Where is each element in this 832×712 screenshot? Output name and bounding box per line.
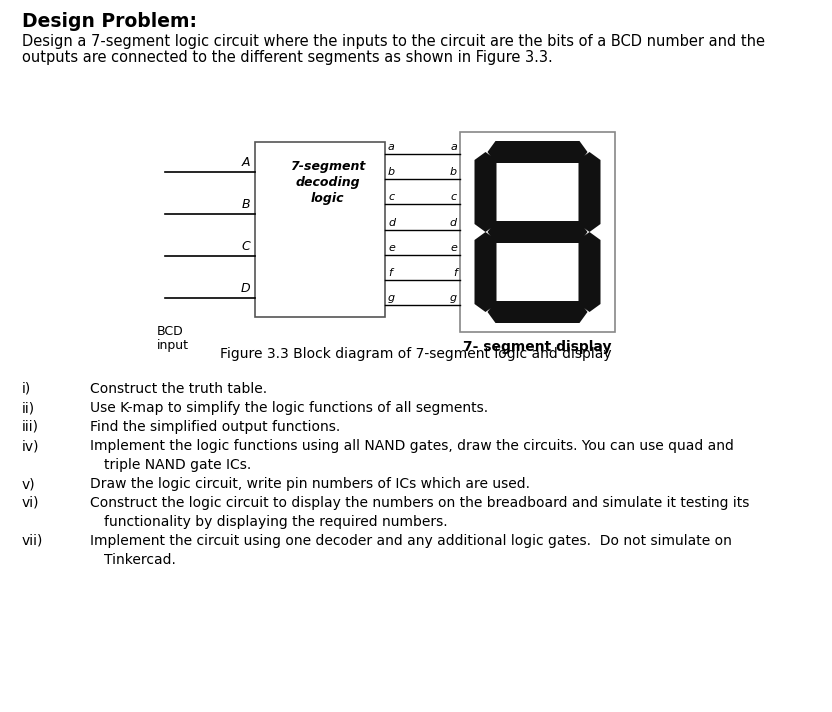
Text: c: c [388,192,394,202]
Text: BCD: BCD [157,325,184,338]
Polygon shape [578,232,601,312]
Text: D: D [240,282,250,295]
Text: functionality by displaying the required numbers.: functionality by displaying the required… [104,515,448,529]
Text: a: a [450,142,457,152]
Polygon shape [488,301,587,323]
Text: Figure 3.3 Block diagram of 7-segment logic and display: Figure 3.3 Block diagram of 7-segment lo… [220,347,612,361]
Polygon shape [488,141,587,163]
Text: g: g [450,293,457,303]
Text: g: g [388,293,395,303]
Text: Implement the circuit using one decoder and any additional logic gates.  Do not : Implement the circuit using one decoder … [90,534,732,548]
Text: triple NAND gate ICs.: triple NAND gate ICs. [104,458,251,472]
Text: Use K-map to simplify the logic functions of all segments.: Use K-map to simplify the logic function… [90,401,488,415]
Text: vii): vii) [22,534,43,548]
Polygon shape [474,232,497,312]
Text: Tinkercad.: Tinkercad. [104,553,176,567]
Text: ii): ii) [22,401,35,415]
Text: Construct the logic circuit to display the numbers on the breadboard and simulat: Construct the logic circuit to display t… [90,496,750,510]
Text: logic: logic [311,192,344,205]
Text: input: input [157,339,189,352]
Text: A: A [241,156,250,169]
Text: iii): iii) [22,420,39,434]
Text: v): v) [22,477,36,491]
Text: Construct the truth table.: Construct the truth table. [90,382,267,396]
Text: i): i) [22,382,32,396]
Text: d: d [450,217,457,228]
Text: C: C [241,240,250,253]
Text: c: c [451,192,457,202]
Text: Find the simplified output functions.: Find the simplified output functions. [90,420,340,434]
Text: Draw the logic circuit, write pin numbers of ICs which are used.: Draw the logic circuit, write pin number… [90,477,530,491]
Text: Design Problem:: Design Problem: [22,12,197,31]
Text: iv): iv) [22,439,39,453]
Bar [255,142,385,317]
Text: Implement the logic functions using all NAND gates, draw the circuits. You can u: Implement the logic functions using all … [90,439,734,453]
Text: f: f [388,268,392,278]
Text: Design a 7-segment logic circuit where the inputs to the circuit are the bits of: Design a 7-segment logic circuit where t… [22,34,765,49]
Text: 7-segment: 7-segment [290,160,365,173]
Text: vi): vi) [22,496,39,510]
Text: 7- segment display: 7- segment display [463,340,612,354]
Text: d: d [388,217,395,228]
Polygon shape [488,221,587,243]
Text: e: e [450,243,457,253]
Text: outputs are connected to the different segments as shown in Figure 3.3.: outputs are connected to the different s… [22,50,552,65]
Text: e: e [388,243,395,253]
Text: b: b [450,167,457,177]
Bar [460,132,615,332]
Text: B: B [241,198,250,211]
Text: a: a [388,142,395,152]
Polygon shape [474,152,497,232]
Text: decoding: decoding [295,176,360,189]
Text: f: f [453,268,457,278]
Text: b: b [388,167,395,177]
Polygon shape [578,152,601,232]
